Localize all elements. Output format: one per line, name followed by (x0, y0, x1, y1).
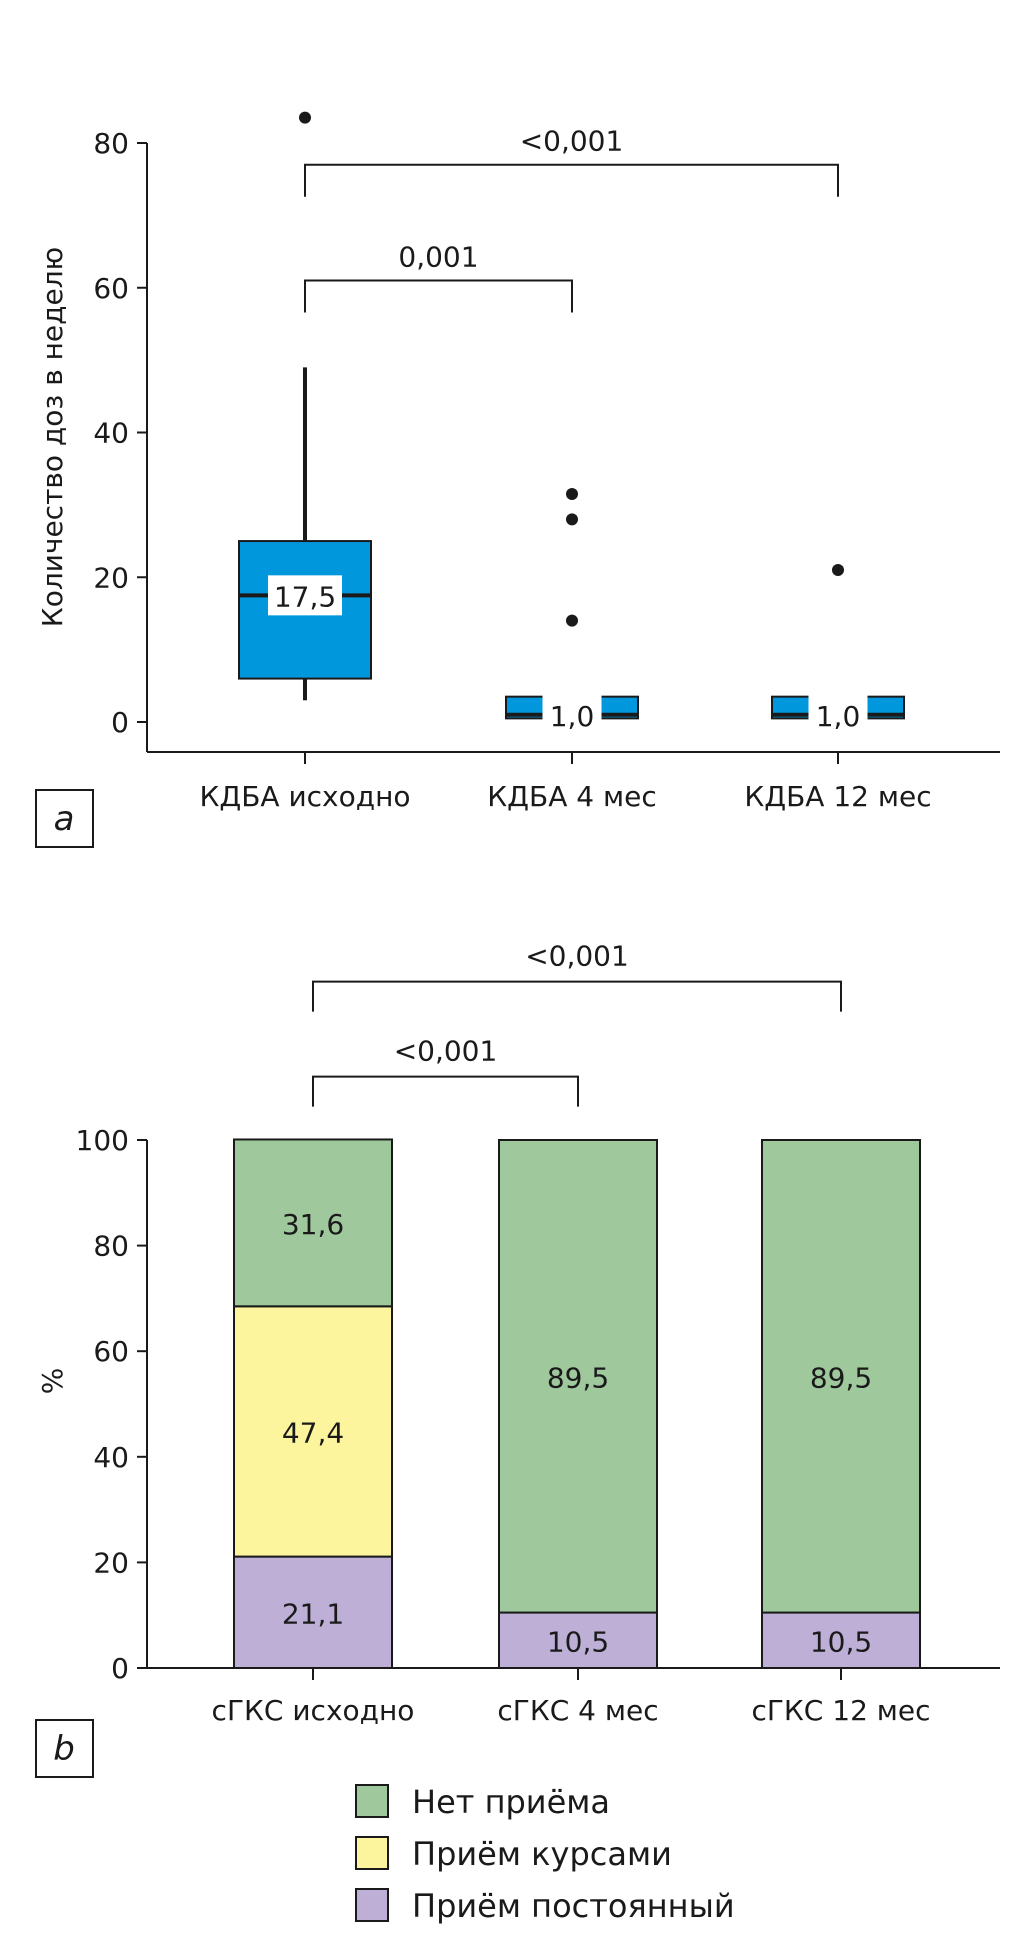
bar-segment (498, 1139, 658, 1614)
p-value-label: <0,001 (525, 940, 629, 973)
segment-value-label: 89,5 (547, 1361, 609, 1394)
category-label: сГКС 12 мес (751, 1694, 930, 1727)
segment-value-label: 10,5 (810, 1625, 872, 1658)
comparison-bracket (312, 1075, 579, 1107)
comparison-bracket (312, 980, 842, 1012)
outlier-point (832, 564, 844, 577)
outlier-point (566, 488, 578, 501)
category-label: КДБА 12 мес (744, 780, 931, 813)
panel-label: a (54, 799, 75, 839)
legend-label: Приём курсами (412, 1835, 672, 1873)
median-label: 17,5 (274, 580, 336, 613)
legend-label: Приём постоянный (412, 1887, 735, 1925)
y-tick-label: 40 (93, 417, 129, 450)
category-label: сГКС 4 мес (497, 1694, 658, 1727)
bar-segment (233, 1555, 393, 1670)
segment-value-label: 10,5 (547, 1625, 609, 1658)
y-axis-label: Количество доз в неделю (36, 247, 69, 627)
segment-value-label: 21,1 (282, 1597, 344, 1630)
y-tick-label: 0 (111, 706, 129, 739)
outlier-point (566, 614, 578, 627)
y-tick-label: 0 (111, 1652, 129, 1685)
legend-swatch (355, 1836, 389, 1870)
y-tick-label: 80 (93, 1230, 129, 1263)
median-label-background (808, 694, 868, 735)
y-tick-label: 20 (93, 561, 129, 594)
outlier-point (299, 111, 311, 124)
median-label-background (268, 575, 342, 616)
comparison-bracket (304, 163, 839, 197)
y-axis-label: % (36, 1368, 69, 1395)
median-label: 1,0 (550, 700, 595, 733)
segment-value-label: 47,4 (282, 1416, 344, 1449)
outlier-point (566, 513, 578, 526)
legend: Нет приёма Приём курсами Приём постоянный (355, 1783, 735, 1925)
median-label-background (542, 694, 602, 735)
y-tick-label: 100 (76, 1124, 129, 1157)
p-value-label: <0,001 (394, 1035, 498, 1068)
bar-segment (233, 1138, 393, 1308)
y-tick-label: 60 (93, 1335, 129, 1368)
y-tick-label: 80 (93, 127, 129, 160)
y-tick-label: 60 (93, 272, 129, 305)
bar-segment (761, 1139, 921, 1614)
y-tick-label: 40 (93, 1441, 129, 1474)
segment-value-label: 31,6 (282, 1208, 344, 1241)
panel-label-box (35, 1719, 94, 1778)
p-value-label: <0,001 (520, 125, 624, 158)
bar-segment (761, 1611, 921, 1670)
median-label: 1,0 (816, 700, 861, 733)
y-tick-label: 20 (93, 1546, 129, 1579)
bar-segment (498, 1611, 658, 1670)
legend-swatch (355, 1784, 389, 1818)
legend-swatch (355, 1888, 389, 1922)
comparison-bracket (304, 279, 573, 313)
bar-segment (233, 1305, 393, 1558)
segment-value-label: 89,5 (810, 1361, 872, 1394)
category-label: КДБА исходно (199, 780, 410, 813)
panel-b-stacked-bar-chart: 0 20 40 60 80 100% сГКС исходно 21,1 47,4 31,6 сГК… (35, 940, 1000, 1925)
panel-label: b (53, 1729, 75, 1769)
p-value-label: 0,001 (398, 241, 478, 274)
legend-label: Нет приёма (412, 1783, 610, 1821)
panel-a-box-plot: 0 20 40 60 80 Количество доз в неделю КДБА исх… (35, 111, 1000, 848)
category-label: сГКС исходно (212, 1694, 415, 1727)
category-label: КДБА 4 мес (487, 780, 656, 813)
panel-label-box (35, 789, 94, 848)
